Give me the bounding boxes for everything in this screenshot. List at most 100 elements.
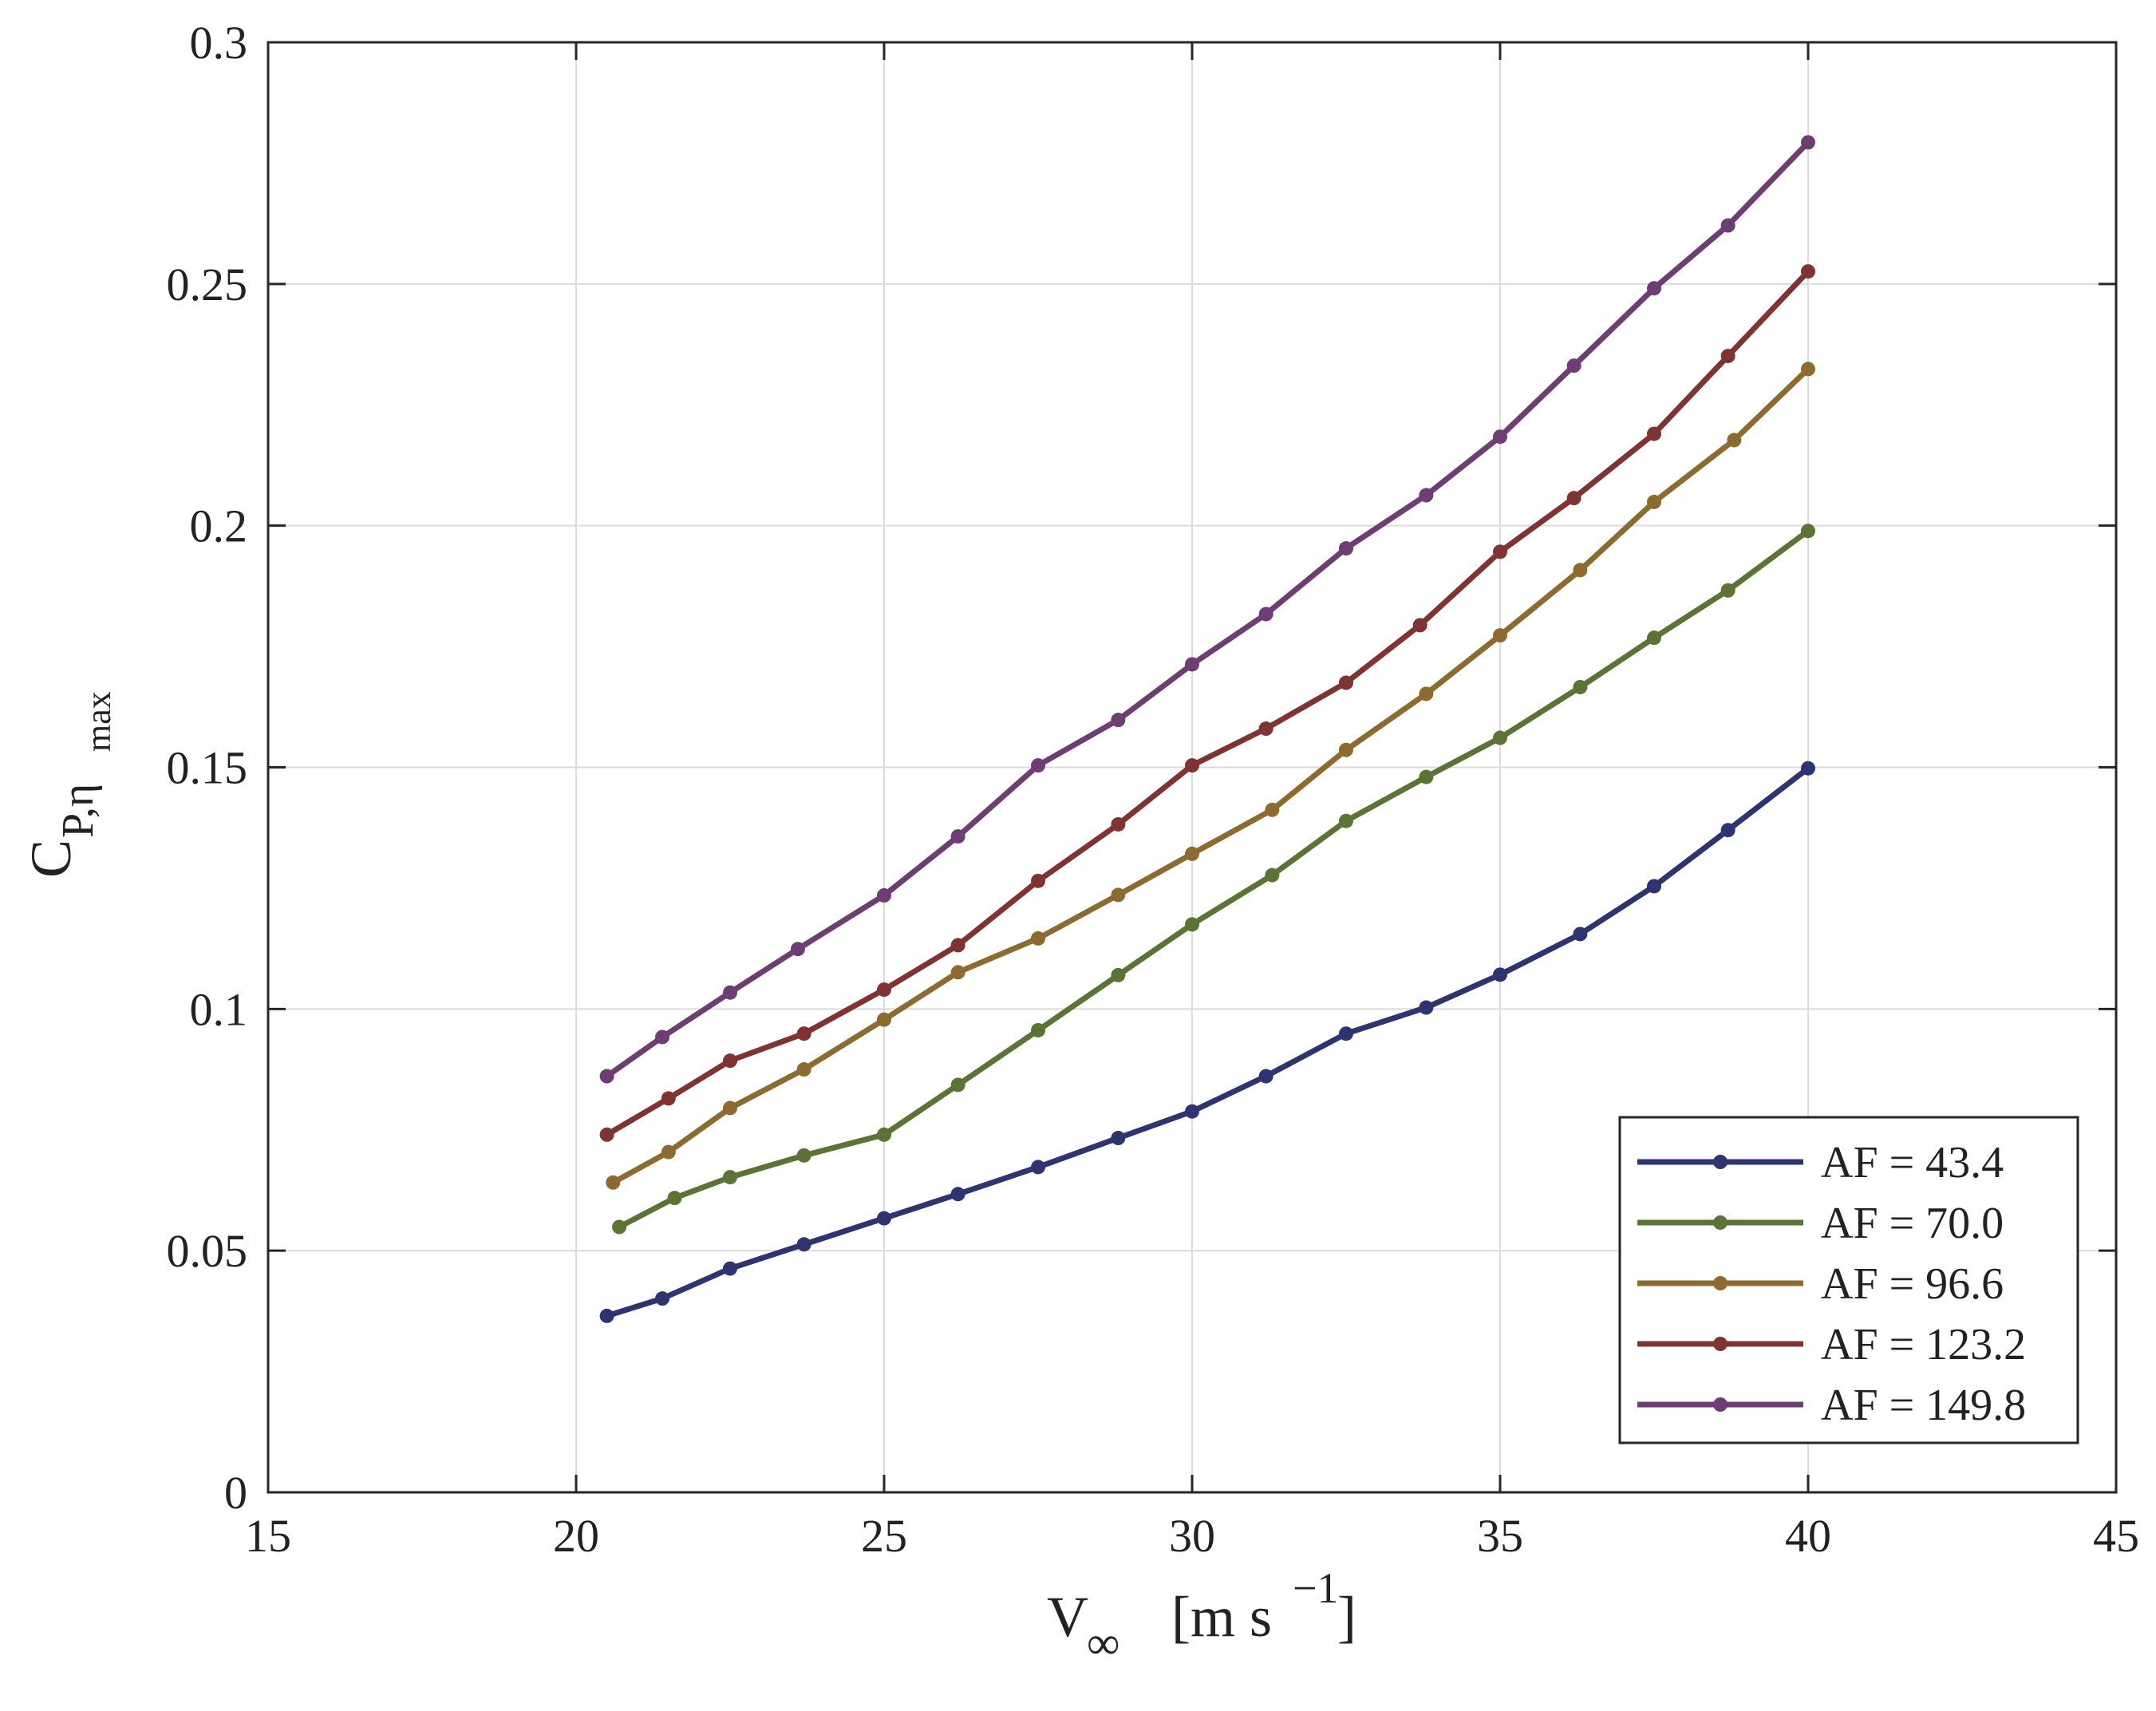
data-point: [1111, 1131, 1126, 1146]
data-point: [877, 1127, 891, 1142]
axis-ticks: 15 20 25 30 35 40 45 0 0.05 0.1 0.15 0.2 0.25 0.3: [167, 17, 2140, 1562]
x-axis-unit-close: ]: [1337, 1585, 1356, 1649]
data-point: [1111, 816, 1126, 832]
data-point: [1185, 846, 1199, 861]
legend-label: AF = 123.2: [1821, 1320, 2026, 1369]
y-tick-label: 0.15: [167, 742, 248, 794]
data-point: [723, 1053, 737, 1069]
data-point: [1339, 813, 1353, 828]
data-point: [790, 942, 805, 957]
legend-marker: [1713, 1337, 1728, 1351]
data-point: [1412, 618, 1427, 633]
data-point: [1720, 349, 1735, 364]
data-point: [599, 1308, 614, 1323]
data-point: [1111, 967, 1126, 982]
data-point: [877, 1012, 891, 1027]
y-tick-label: 0.05: [167, 1225, 248, 1277]
data-point: [1031, 873, 1045, 888]
data-point: [1031, 931, 1045, 946]
legend-label: AF = 96.6: [1821, 1259, 2004, 1309]
y-tick-label: 0.1: [190, 983, 248, 1035]
data-point: [877, 888, 891, 903]
data-point: [796, 1062, 811, 1077]
data-point: [1647, 426, 1661, 441]
data-point: [1727, 433, 1742, 448]
data-point: [723, 1261, 737, 1276]
data-point: [1573, 679, 1588, 694]
data-point: [877, 1211, 891, 1226]
data-point: [796, 1237, 811, 1252]
data-point: [1801, 135, 1815, 150]
data-point: [1031, 758, 1045, 773]
data-point: [950, 829, 965, 844]
data-point: [1566, 358, 1581, 373]
data-point: [1419, 1000, 1434, 1015]
y-tick-label: 0: [224, 1467, 247, 1519]
x-tick-label: 40: [1785, 1510, 1831, 1562]
data-point: [1185, 1104, 1199, 1119]
data-point: [1185, 758, 1199, 773]
legend-label: AF = 149.8: [1821, 1381, 2026, 1430]
legend-marker: [1713, 1215, 1728, 1230]
x-tick-label: 35: [1477, 1510, 1523, 1562]
data-point: [1493, 544, 1507, 559]
series-70.0: [612, 524, 1815, 1235]
series-149.8: [599, 135, 1815, 1084]
data-point: [1720, 823, 1735, 838]
data-point: [1339, 742, 1353, 757]
legend-box: [1618, 1116, 2079, 1444]
legend-item: AF = 43.4: [1637, 1138, 2004, 1187]
data-point: [1265, 802, 1280, 817]
data-point: [1419, 488, 1434, 503]
data-point: [1493, 429, 1507, 445]
data-point: [1801, 362, 1815, 377]
data-point: [950, 938, 965, 953]
data-point: [1419, 686, 1434, 701]
data-point: [950, 1187, 965, 1202]
data-point: [655, 1291, 670, 1306]
data-point: [661, 1091, 676, 1106]
data-point: [1647, 879, 1661, 894]
x-tick-label: 20: [553, 1510, 599, 1562]
y-tick-label: 0.25: [167, 259, 248, 310]
legend-marker: [1713, 1397, 1728, 1412]
data-point: [1647, 494, 1661, 509]
data-point: [1647, 630, 1661, 646]
legend-label: AF = 70.0: [1821, 1199, 2004, 1248]
data-point: [1573, 927, 1588, 942]
data-point: [796, 1026, 811, 1041]
data-point: [1566, 491, 1581, 506]
data-point: [667, 1191, 682, 1206]
data-point: [1801, 524, 1815, 539]
data-point: [1111, 713, 1126, 728]
y-tick-label: 0.2: [190, 500, 248, 552]
data-point: [1185, 657, 1199, 672]
data-point: [1111, 887, 1126, 903]
legend-marker: [1713, 1276, 1728, 1290]
data-point: [1493, 967, 1507, 982]
data-point: [950, 1077, 965, 1093]
y-axis-subscript: P,η: [53, 784, 103, 838]
legend-item: AF = 70.0: [1637, 1199, 2004, 1248]
x-axis-subscript: ∞: [1087, 1617, 1119, 1669]
series-layer: [599, 135, 1815, 1323]
data-point: [599, 1127, 614, 1142]
data-point: [1031, 1160, 1045, 1175]
data-point: [612, 1219, 627, 1235]
y-axis-symbol: C: [19, 840, 83, 878]
x-tick-label: 15: [245, 1510, 291, 1562]
data-point: [1185, 917, 1199, 932]
legend-item: AF = 96.6: [1637, 1259, 2004, 1309]
data-point: [1258, 721, 1273, 737]
x-tick-label: 45: [2093, 1510, 2139, 1562]
x-axis-unit-exponent: −1: [1293, 1564, 1338, 1612]
data-point: [599, 1069, 614, 1084]
x-tick-label: 25: [861, 1510, 907, 1562]
data-point: [1801, 264, 1815, 279]
data-point: [1339, 541, 1353, 556]
legend: AF = 43.4 AF = 70.0 AF = 96.6 AF = 123.2 AF …: [1618, 1116, 2079, 1444]
y-axis-sub-subscript: max: [79, 691, 118, 752]
data-point: [1265, 867, 1280, 883]
data-point: [877, 982, 891, 998]
